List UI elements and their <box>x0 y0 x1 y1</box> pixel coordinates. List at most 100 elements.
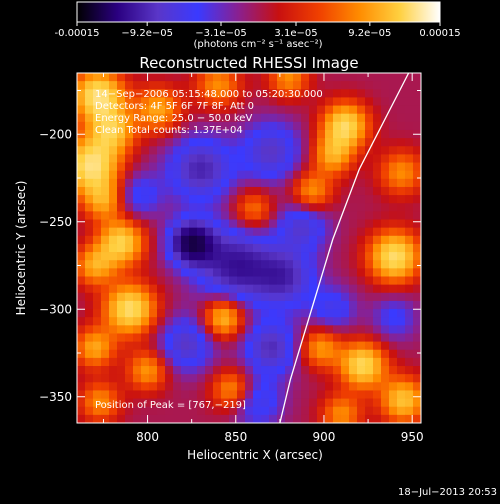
heatmap-pixel <box>173 81 182 90</box>
heatmap-pixel <box>157 349 166 359</box>
heatmap-pixel <box>141 243 150 253</box>
heatmap-pixel <box>77 73 86 82</box>
heatmap-pixel <box>389 113 398 123</box>
colorbar-ticks: -0.00015 −9.2e−05 −3.1e−05 3.1e−05 9.2e−05 0.… <box>55 22 461 39</box>
heatmap-pixel <box>205 89 214 98</box>
heatmap-pixel <box>277 309 286 318</box>
heatmap-pixel <box>389 105 398 115</box>
heatmap-pixel <box>397 97 406 106</box>
heatmap-pixel <box>213 333 222 343</box>
heatmap-pixel <box>93 154 102 163</box>
heatmap-pixel <box>125 366 134 375</box>
heatmap-pixel <box>165 138 174 147</box>
heatmap-pixel <box>373 292 382 302</box>
heatmap-pixel <box>253 121 262 131</box>
heatmap-pixel <box>317 186 326 196</box>
heatmap-pixel <box>285 260 294 269</box>
heatmap-pixel <box>133 129 142 139</box>
heatmap-pixel <box>213 235 222 245</box>
heatmap-pixel <box>237 268 246 277</box>
heatmap-pixel <box>213 146 222 155</box>
heatmap-pixel <box>141 325 150 334</box>
heatmap-pixel <box>261 146 270 155</box>
heatmap-pixel <box>117 138 126 147</box>
heatmap-pixel <box>357 235 366 245</box>
heatmap-pixel <box>149 81 158 90</box>
heatmap-pixel <box>293 97 302 106</box>
heatmap-pixel <box>413 146 421 155</box>
heatmap-pixel <box>237 129 246 139</box>
heatmap-pixel <box>229 317 238 326</box>
heatmap-pixel <box>333 243 342 253</box>
heatmap-pixel <box>237 300 246 310</box>
heatmap-pixel <box>93 105 102 115</box>
heatmap-pixel <box>77 227 86 237</box>
heatmap-pixel <box>189 203 198 212</box>
heatmap-pixel <box>101 211 110 220</box>
heatmap-pixel <box>133 333 142 343</box>
heatmap-pixel <box>165 325 174 334</box>
heatmap-pixel <box>141 219 150 229</box>
heatmap-pixel <box>197 300 206 310</box>
heatmap-pixel <box>349 162 358 172</box>
heatmap-pixel <box>85 129 94 139</box>
heatmap-pixel <box>165 235 174 245</box>
heatmap-pixel <box>261 357 270 367</box>
heatmap-pixel <box>125 211 134 220</box>
heatmap-pixel <box>149 333 158 343</box>
heatmap-pixel <box>157 186 166 196</box>
heatmap-pixel <box>397 276 406 286</box>
heatmap-pixel <box>149 170 158 180</box>
heatmap-pixel <box>381 235 390 245</box>
heatmap-pixel <box>301 252 310 261</box>
heatmap-pixel <box>269 146 278 155</box>
heatmap-pixel <box>117 162 126 172</box>
heatmap-pixel <box>181 414 190 423</box>
heatmap-pixel <box>189 357 198 367</box>
heatmap-pixel <box>101 366 110 375</box>
heatmap-pixel <box>85 186 94 196</box>
heatmap-pixel <box>357 203 366 212</box>
heatmap-pixel <box>133 260 142 269</box>
heatmap-pixel <box>197 129 206 139</box>
heatmap-pixel <box>149 252 158 261</box>
heatmap-pixel <box>141 146 150 155</box>
heatmap-pixel <box>77 390 86 399</box>
heatmap-pixel <box>213 317 222 326</box>
heatmap-pixel <box>229 154 238 163</box>
heatmap-pixel <box>205 219 214 229</box>
heatmap-pixel <box>221 227 230 237</box>
heatmap-pixel <box>93 97 102 106</box>
heatmap-pixel <box>245 406 254 416</box>
heatmap-pixel <box>269 398 278 408</box>
heatmap-pixel <box>237 398 246 408</box>
heatmap-pixel <box>77 325 86 334</box>
heatmap-pixel <box>381 300 390 310</box>
heatmap-pixel <box>277 227 286 237</box>
heatmap-pixel <box>389 325 398 334</box>
heatmap-pixel <box>101 292 110 302</box>
heatmap-pixel <box>221 276 230 286</box>
heatmap-pixel <box>245 97 254 106</box>
heatmap-pixel <box>109 382 118 391</box>
heatmap-pixel <box>205 73 214 82</box>
heatmap-pixel <box>237 366 246 375</box>
heatmap-pixel <box>349 146 358 155</box>
heatmap-pixel <box>285 81 294 90</box>
heatmap-pixel <box>261 300 270 310</box>
heatmap-pixel <box>109 268 118 277</box>
heatmap-pixel <box>229 406 238 416</box>
heatmap-pixel <box>93 243 102 253</box>
heatmap-pixel <box>349 284 358 294</box>
heatmap-pixel <box>221 146 230 155</box>
heatmap-pixel <box>173 154 182 163</box>
heatmap-pixel <box>221 105 230 115</box>
heatmap-pixel <box>357 349 366 359</box>
heatmap-pixel <box>413 333 421 343</box>
heatmap-pixel <box>181 186 190 196</box>
heatmap-pixel <box>165 349 174 359</box>
heatmap-pixel <box>149 203 158 212</box>
heatmap-pixel <box>245 349 254 359</box>
heatmap-pixel <box>133 243 142 253</box>
heatmap-pixel <box>245 227 254 237</box>
